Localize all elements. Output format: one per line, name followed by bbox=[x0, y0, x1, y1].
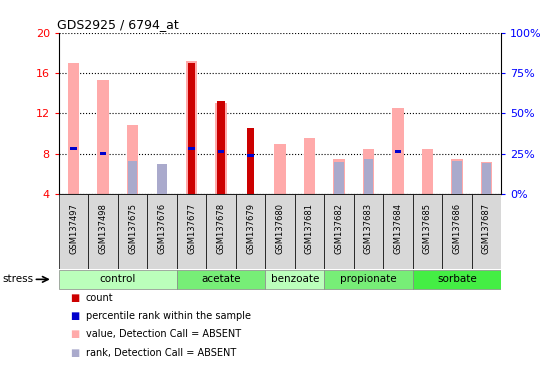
Text: GSM137685: GSM137685 bbox=[423, 203, 432, 254]
Bar bbox=[177, 194, 206, 269]
Text: ■: ■ bbox=[70, 329, 80, 339]
Bar bbox=[295, 194, 324, 269]
Bar bbox=[364, 159, 373, 194]
Text: GSM137680: GSM137680 bbox=[276, 203, 284, 254]
Bar bbox=[88, 194, 118, 269]
Text: ■: ■ bbox=[70, 348, 80, 358]
Bar bbox=[451, 159, 463, 194]
Text: percentile rank within the sample: percentile rank within the sample bbox=[86, 311, 251, 321]
Bar bbox=[354, 194, 383, 269]
Bar bbox=[422, 149, 433, 194]
Bar bbox=[442, 194, 472, 269]
Bar bbox=[246, 128, 254, 194]
Text: benzoate: benzoate bbox=[270, 274, 319, 285]
Bar bbox=[71, 147, 77, 150]
Text: stress: stress bbox=[3, 274, 34, 285]
Bar bbox=[334, 162, 344, 194]
Bar bbox=[248, 154, 254, 157]
Bar bbox=[265, 194, 295, 269]
Text: GSM137686: GSM137686 bbox=[452, 203, 461, 254]
Text: GSM137678: GSM137678 bbox=[217, 203, 226, 254]
Bar bbox=[128, 161, 137, 194]
Bar bbox=[216, 103, 227, 194]
Text: control: control bbox=[100, 274, 136, 285]
Text: GSM137687: GSM137687 bbox=[482, 203, 491, 254]
Bar bbox=[452, 161, 461, 194]
Text: GSM137683: GSM137683 bbox=[364, 203, 373, 254]
Text: propionate: propionate bbox=[340, 274, 397, 285]
Bar bbox=[481, 162, 492, 194]
Bar bbox=[68, 63, 79, 194]
Text: ■: ■ bbox=[70, 293, 80, 303]
Bar bbox=[472, 194, 501, 269]
Bar bbox=[393, 108, 404, 194]
Bar bbox=[100, 152, 106, 155]
Text: GSM137679: GSM137679 bbox=[246, 203, 255, 254]
Text: GSM137498: GSM137498 bbox=[99, 203, 108, 254]
Bar bbox=[482, 163, 491, 194]
Bar bbox=[118, 194, 147, 269]
Bar bbox=[186, 61, 197, 194]
Text: GSM137675: GSM137675 bbox=[128, 203, 137, 254]
Text: acetate: acetate bbox=[201, 274, 241, 285]
Bar bbox=[324, 270, 413, 289]
Text: GSM137684: GSM137684 bbox=[394, 203, 403, 254]
Bar bbox=[265, 270, 324, 289]
Bar bbox=[188, 63, 195, 194]
Bar bbox=[97, 80, 109, 194]
Bar bbox=[395, 150, 401, 153]
Text: GDS2925 / 6794_at: GDS2925 / 6794_at bbox=[57, 18, 178, 31]
Bar bbox=[236, 194, 265, 269]
Bar bbox=[157, 164, 167, 194]
Bar bbox=[413, 270, 501, 289]
Bar bbox=[274, 144, 286, 194]
Text: GSM137677: GSM137677 bbox=[187, 203, 196, 254]
Bar bbox=[324, 194, 354, 269]
Bar bbox=[383, 194, 413, 269]
Text: GSM137497: GSM137497 bbox=[69, 203, 78, 254]
Bar bbox=[333, 159, 344, 194]
Bar bbox=[363, 149, 374, 194]
Bar bbox=[59, 270, 177, 289]
Bar bbox=[413, 194, 442, 269]
Bar bbox=[217, 101, 225, 194]
Bar bbox=[206, 194, 236, 269]
Bar bbox=[147, 194, 177, 269]
Text: sorbate: sorbate bbox=[437, 274, 477, 285]
Bar bbox=[127, 125, 138, 194]
Text: GSM137676: GSM137676 bbox=[157, 203, 166, 254]
Bar bbox=[304, 139, 315, 194]
Text: GSM137681: GSM137681 bbox=[305, 203, 314, 254]
Text: value, Detection Call = ABSENT: value, Detection Call = ABSENT bbox=[86, 329, 241, 339]
Text: ■: ■ bbox=[70, 311, 80, 321]
Text: count: count bbox=[86, 293, 113, 303]
Text: rank, Detection Call = ABSENT: rank, Detection Call = ABSENT bbox=[86, 348, 236, 358]
Text: GSM137682: GSM137682 bbox=[334, 203, 343, 254]
Bar bbox=[188, 147, 195, 150]
Bar bbox=[59, 194, 88, 269]
Bar bbox=[177, 270, 265, 289]
Bar bbox=[218, 150, 224, 153]
